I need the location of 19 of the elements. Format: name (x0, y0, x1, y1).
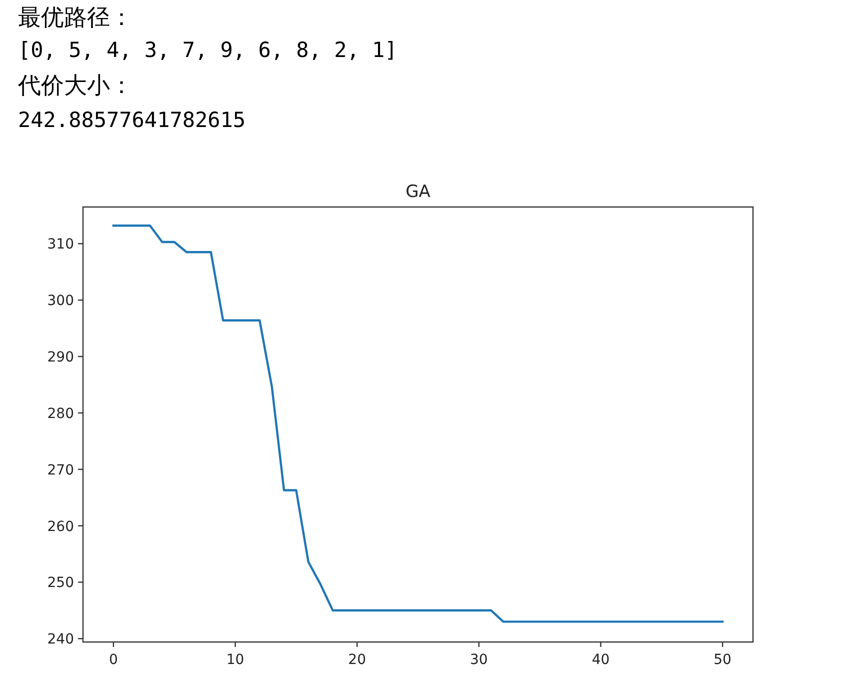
chart-title: GA (406, 182, 431, 202)
text: 242.88577641782615 (18, 108, 246, 132)
y-tick-label: 260 (47, 518, 74, 535)
x-tick-label: 30 (470, 652, 488, 668)
x-tick-label: 50 (714, 652, 732, 668)
x-tick-label: 40 (592, 652, 610, 668)
y-tick-label: 280 (47, 406, 74, 422)
y-tick-label: 270 (47, 462, 74, 478)
y-tick-label: 290 (47, 350, 74, 366)
x-tick-label: 20 (348, 652, 366, 668)
text: 代价大小： (18, 72, 133, 101)
text: 最优路径： (18, 4, 133, 33)
x-tick-label: 0 (108, 652, 118, 668)
x-tick-label: 10 (226, 652, 244, 668)
y-tick-label: 250 (47, 575, 74, 592)
y-tick-label: 240 (47, 632, 74, 648)
y-tick-label: 300 (47, 293, 74, 310)
y-tick-label: 310 (47, 236, 74, 253)
text: [0, 5, 4, 3, 7, 9, 6, 8, 2, 1] (18, 38, 398, 62)
